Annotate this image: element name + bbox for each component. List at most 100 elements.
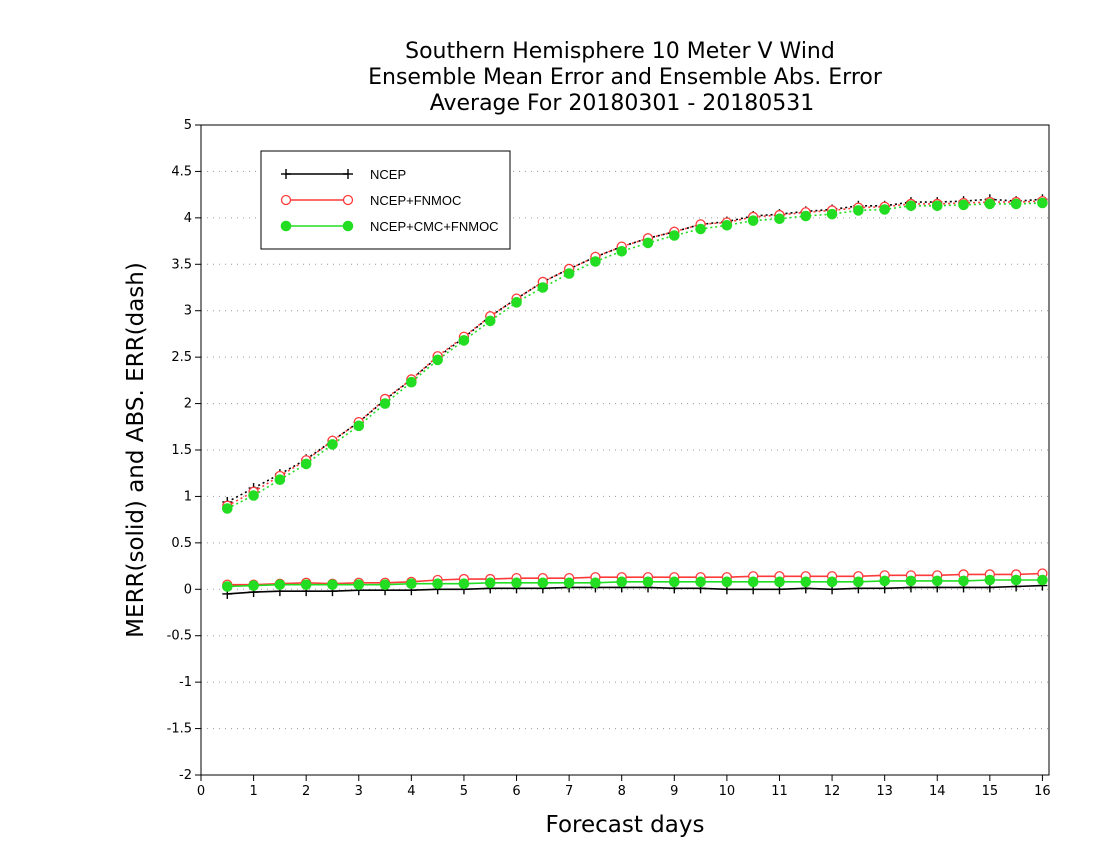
point-marker <box>879 575 890 587</box>
point-marker <box>905 200 917 212</box>
point-marker <box>590 256 601 267</box>
point-marker <box>248 580 259 591</box>
series-line-mean-error <box>227 584 1043 595</box>
title-line-1: Southern Hemisphere 10 Meter V Wind <box>405 39 835 64</box>
x-tick-label: 7 <box>565 784 573 799</box>
x-tick-label: 12 <box>824 784 841 799</box>
point-marker <box>342 194 354 206</box>
x-tick-label: 16 <box>1034 784 1051 799</box>
point-marker <box>616 245 628 257</box>
point-marker <box>905 575 917 587</box>
point-marker <box>800 210 812 222</box>
point-marker <box>563 268 575 279</box>
point-marker <box>800 576 812 588</box>
point-marker <box>984 574 996 586</box>
point-marker <box>327 439 338 450</box>
y-tick-label: -2 <box>179 768 192 783</box>
point-marker <box>669 576 680 588</box>
y-tick-label: -0.5 <box>167 629 192 644</box>
point-marker <box>695 223 706 235</box>
title-line-2: Ensemble Mean Error and Ensemble Abs. Er… <box>368 65 883 90</box>
point-marker <box>669 230 680 241</box>
point-marker <box>931 200 943 212</box>
y-tick-label: 3.5 <box>171 257 192 272</box>
x-tick-label: 6 <box>512 784 520 799</box>
y-tick-label: 4.5 <box>171 164 192 179</box>
point-marker <box>248 490 259 501</box>
point-marker <box>484 577 496 589</box>
series-line-abs-error <box>226 202 1043 510</box>
point-marker <box>484 315 496 327</box>
point-marker <box>458 335 470 346</box>
point-marker <box>343 169 353 179</box>
point-marker <box>1037 197 1048 209</box>
y-tick-label: 1.5 <box>171 443 192 458</box>
point-marker <box>590 577 601 589</box>
y-tick-label: -1.5 <box>167 722 192 737</box>
x-tick-label: 5 <box>460 784 468 799</box>
point-marker <box>958 575 969 587</box>
point-marker <box>353 579 365 590</box>
x-tick-label: 3 <box>355 784 363 799</box>
point-marker <box>221 581 233 592</box>
x-tick-label: 14 <box>929 784 946 799</box>
title-line-3: Average For 20180301 - 20180531 <box>430 91 815 116</box>
point-marker <box>300 458 312 470</box>
point-marker <box>826 208 838 220</box>
point-marker <box>1010 198 1022 210</box>
series-layer <box>221 194 1048 599</box>
point-marker <box>984 198 996 210</box>
point-marker <box>747 215 759 226</box>
point-marker <box>432 354 443 366</box>
point-marker <box>537 282 549 293</box>
point-marker <box>221 503 233 514</box>
point-marker <box>853 576 864 588</box>
y-tick-label: 3 <box>184 304 192 319</box>
point-marker <box>406 578 417 590</box>
y-tick-label: 5 <box>184 118 192 133</box>
point-marker <box>406 376 417 388</box>
x-tick-label: 8 <box>618 784 626 799</box>
y-tick-label: 2 <box>184 397 192 412</box>
series-line-abs-error <box>226 200 1043 507</box>
point-marker <box>695 576 706 588</box>
y-tick-label: -1 <box>179 675 192 690</box>
legend-label: NCEP+CMC+FNMOC <box>370 219 499 234</box>
point-marker <box>1037 574 1048 586</box>
y-tick-label: 0 <box>184 582 192 597</box>
point-marker <box>511 577 522 589</box>
legend-item-ncep-fnmoc: NCEP+FNMOC <box>280 193 461 208</box>
x-tick-label: 0 <box>197 784 205 799</box>
point-marker <box>280 194 292 206</box>
point-marker <box>379 398 391 409</box>
series-line-mean-error <box>227 572 1043 586</box>
point-marker <box>774 576 785 588</box>
x-tick-label: 9 <box>670 784 678 799</box>
point-marker <box>616 576 628 588</box>
x-tick-label: 2 <box>302 784 310 799</box>
chart-title: Southern Hemisphere 10 Meter V Wind Ense… <box>368 39 883 116</box>
point-marker <box>563 577 575 589</box>
point-marker <box>774 213 785 225</box>
point-marker <box>281 169 291 179</box>
point-marker <box>280 220 292 232</box>
point-marker <box>642 576 654 588</box>
x-tick-label: 4 <box>407 784 415 799</box>
y-axis-title: MERR(solid) and ABS. ERR(dash) <box>123 262 149 638</box>
series-ncep-fnmoc <box>222 195 1048 590</box>
point-marker <box>721 576 733 588</box>
point-marker <box>327 579 338 590</box>
point-marker <box>274 474 286 486</box>
series-ncep <box>222 194 1048 599</box>
y-tick-label: 2.5 <box>171 350 192 365</box>
x-axis-title: Forecast days <box>546 812 705 838</box>
point-marker <box>511 297 522 308</box>
x-tick-label: 13 <box>876 784 893 799</box>
point-marker <box>274 579 286 590</box>
point-marker <box>432 578 443 590</box>
point-marker <box>826 576 838 588</box>
x-tick-label: 11 <box>771 784 788 799</box>
x-tick-label: 10 <box>719 784 736 799</box>
point-marker <box>747 576 759 588</box>
